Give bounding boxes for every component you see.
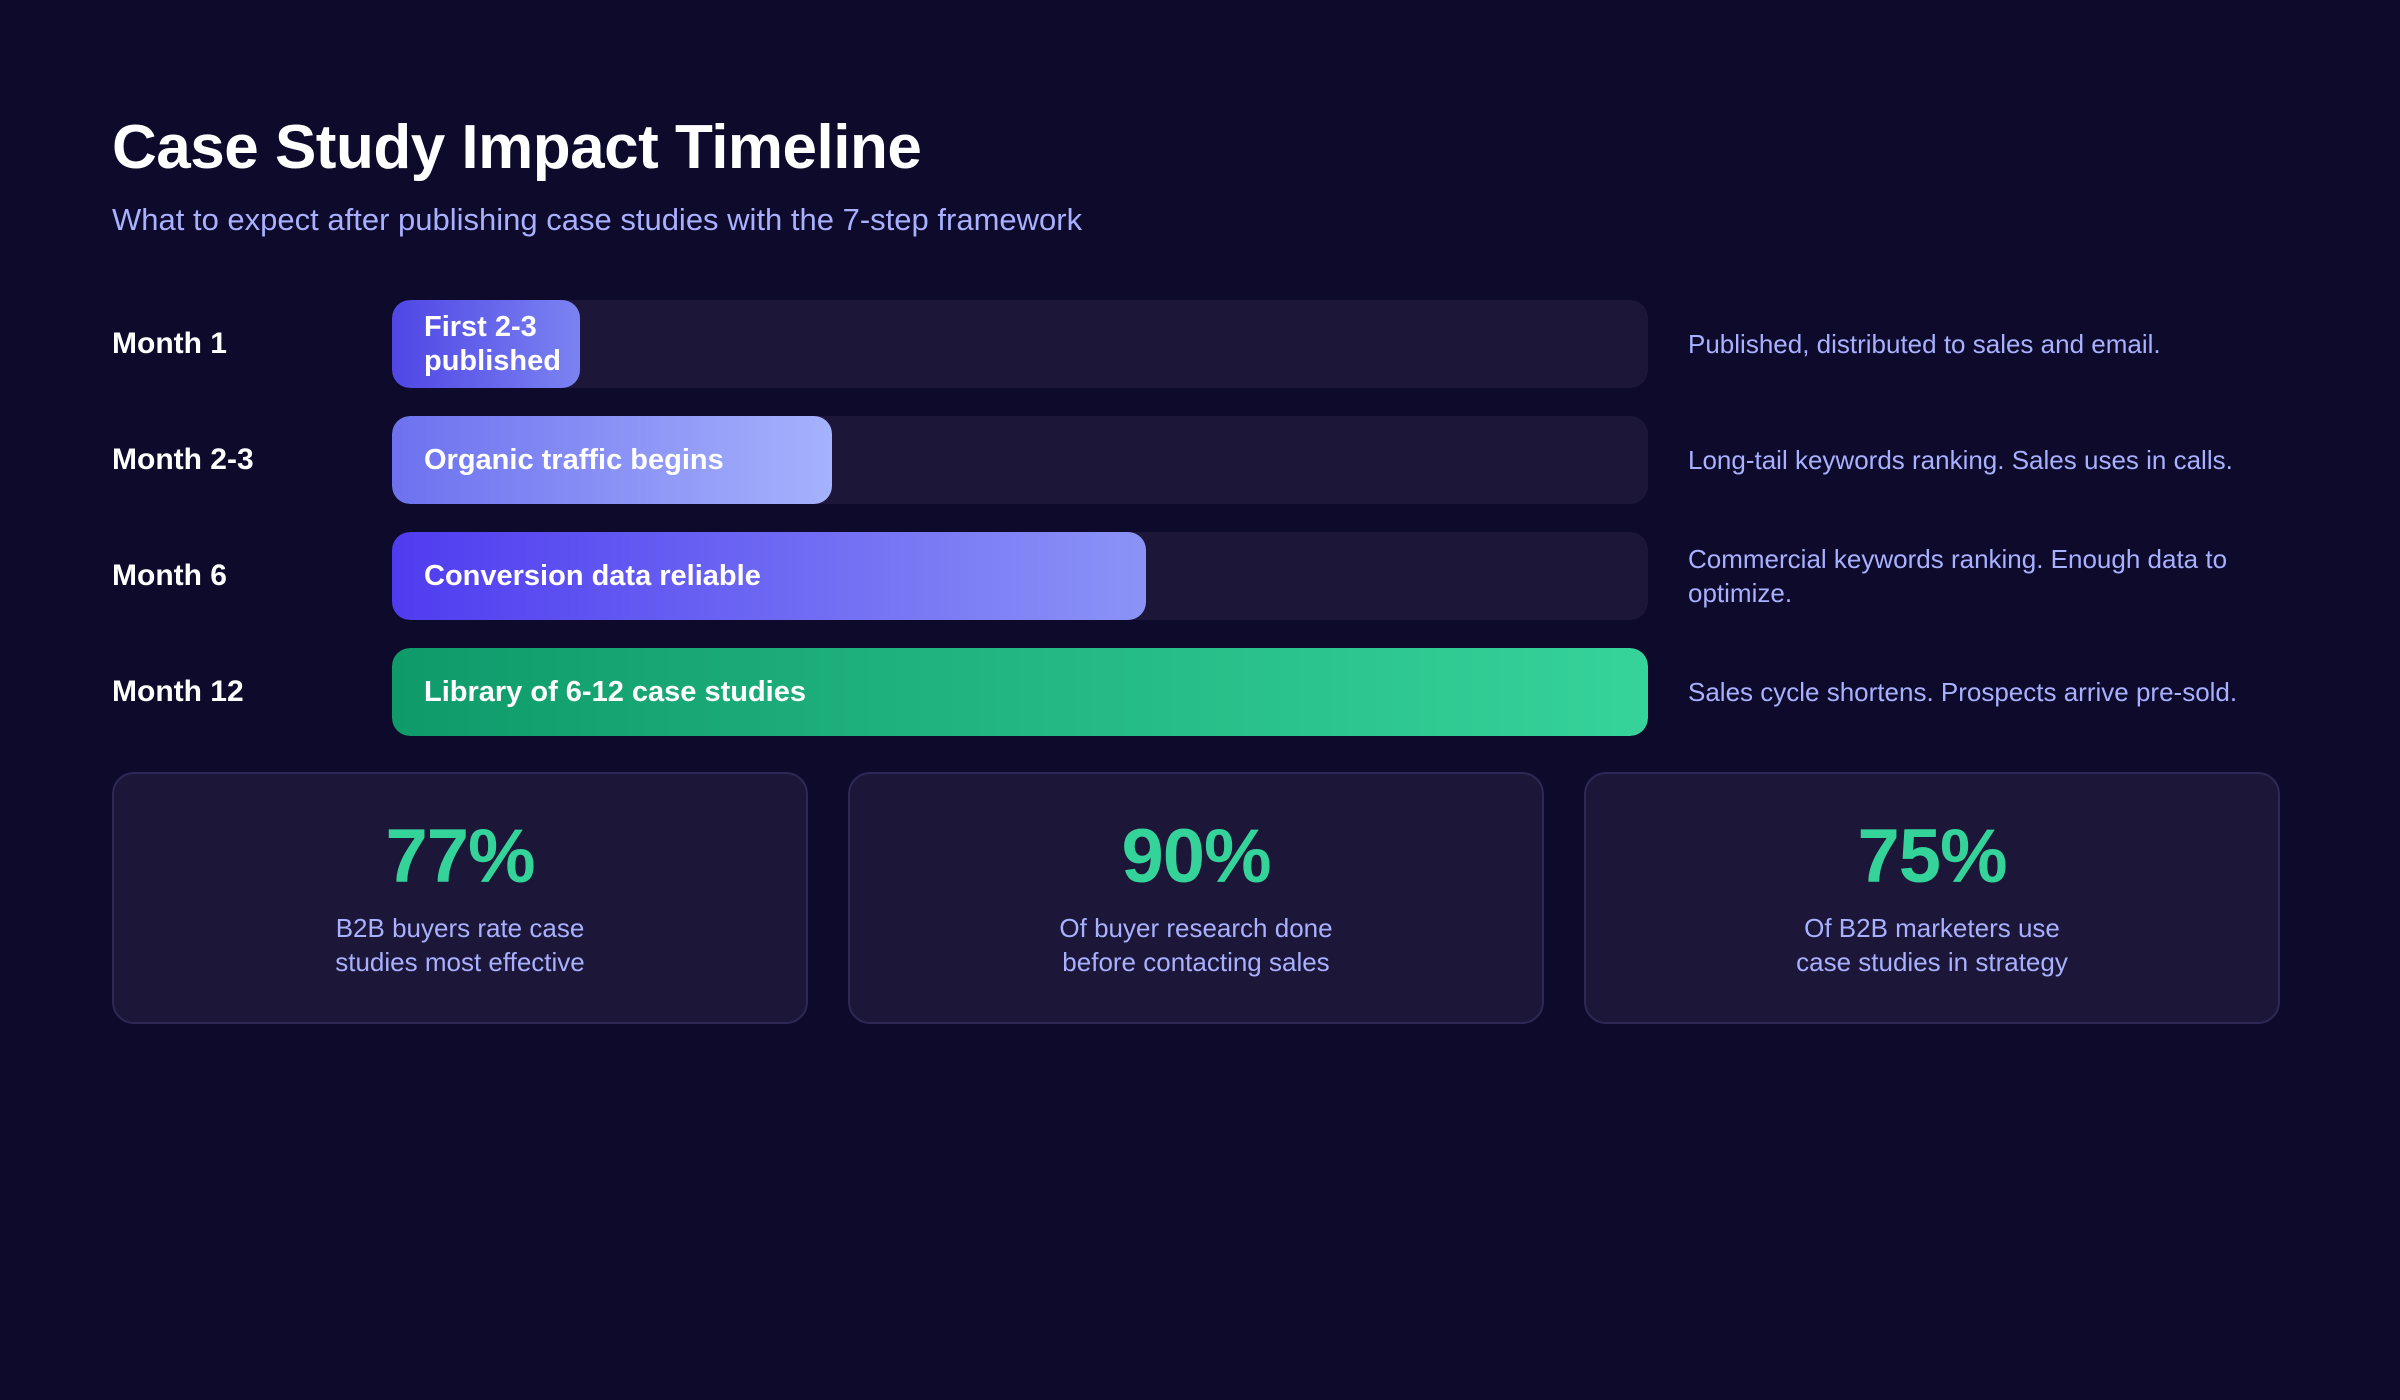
stat-card: 77% B2B buyers rate case studies most ef… <box>112 772 808 1024</box>
bar-label: First 2-3 published <box>424 311 561 377</box>
stat-label: Of B2B marketers use case studies in str… <box>1796 913 2068 977</box>
timeline-row: Month 2-3 Organic traffic begins Long-ta… <box>112 416 2288 504</box>
stat-label: Of buyer research done before contacting… <box>1059 913 1333 977</box>
page-subtitle: What to expect after publishing case stu… <box>112 202 1083 237</box>
stat-card: 90% Of buyer research done before contac… <box>848 772 1544 1024</box>
stat-value: 75% <box>1857 814 2007 899</box>
bar-label: Organic traffic begins <box>424 444 724 476</box>
row-label: Month 2-3 <box>112 443 254 476</box>
row-label: Month 6 <box>112 559 227 592</box>
stat-value: 77% <box>385 814 535 899</box>
timeline-bar: Organic traffic begins <box>392 416 832 504</box>
stat-value: 90% <box>1121 814 1271 899</box>
bar-track: Conversion data reliable <box>392 532 1648 620</box>
timeline-bar: Library of 6-12 case studies <box>392 648 1648 736</box>
timeline-chart: Month 1 First 2-3 published Published, d… <box>112 300 2288 736</box>
stat-card: 75% Of B2B marketers use case studies in… <box>1584 772 2280 1024</box>
timeline-row: Month 6 Conversion data reliable Commerc… <box>112 532 2288 620</box>
bar-label: Library of 6-12 case studies <box>424 676 806 708</box>
stat-label: B2B buyers rate case studies most effect… <box>335 913 585 977</box>
bar-track: First 2-3 published <box>392 300 1648 388</box>
timeline-row: Month 12 Library of 6-12 case studies Sa… <box>112 648 2288 736</box>
bar-label: Conversion data reliable <box>424 560 761 592</box>
page-title: Case Study Impact Timeline <box>112 113 922 182</box>
stats-row: 77% B2B buyers rate case studies most ef… <box>112 772 2288 1024</box>
row-note: Commercial keywords ranking. Enough data… <box>1688 544 2228 608</box>
row-label: Month 1 <box>112 327 227 360</box>
row-note: Sales cycle shortens. Prospects arrive p… <box>1688 677 2238 707</box>
row-note: Published, distributed to sales and emai… <box>1688 329 2161 359</box>
bar-track: Organic traffic begins <box>392 416 1648 504</box>
timeline-row: Month 1 First 2-3 published Published, d… <box>112 300 2288 388</box>
row-label: Month 12 <box>112 675 244 708</box>
bar-track: Library of 6-12 case studies <box>392 648 1648 736</box>
page: Case Study Impact Timeline What to expec… <box>112 110 2288 1024</box>
timeline-bar: First 2-3 published <box>392 300 581 388</box>
row-note: Long-tail keywords ranking. Sales uses i… <box>1688 445 2233 475</box>
timeline-bar: Conversion data reliable <box>392 532 1146 620</box>
